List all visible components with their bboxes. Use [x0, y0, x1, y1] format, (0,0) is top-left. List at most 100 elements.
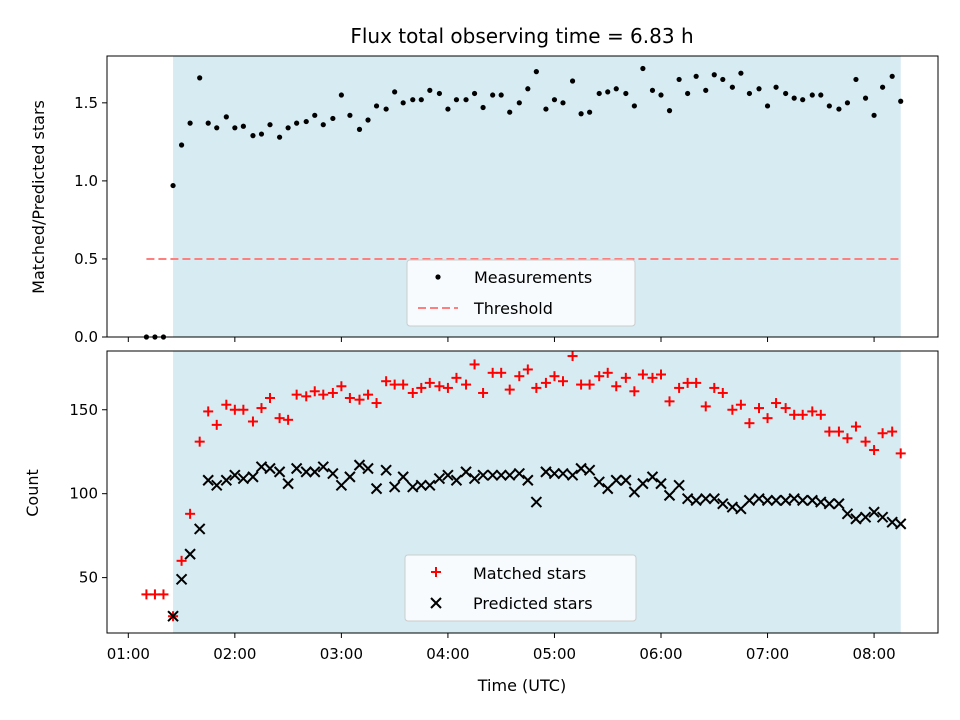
measurements-point	[178, 142, 185, 148]
matched-stars-point	[754, 403, 765, 414]
measurements-point	[285, 125, 291, 131]
top-y-tick-label: 1.5	[74, 94, 98, 112]
bottom-y-tick-label: 150	[69, 401, 98, 419]
measurements-point	[525, 86, 531, 92]
bottom-y-tick-label: 100	[69, 485, 98, 503]
measurements-point	[800, 97, 806, 103]
matched-stars-point	[629, 386, 640, 397]
matched-stars-point	[540, 377, 551, 388]
matched-stars-point	[256, 403, 267, 414]
predicted-stars-point	[575, 462, 587, 475]
measurements-point	[427, 87, 433, 93]
bottom-x-tick-label: 06:00	[639, 645, 682, 663]
measurements-point	[791, 95, 797, 101]
measurements-point	[356, 126, 363, 132]
matched-stars-point	[238, 404, 249, 415]
predicted-stars-point	[486, 469, 499, 481]
predicted-stars-point	[610, 474, 622, 486]
measurements-point	[463, 97, 469, 103]
predicted-stars-point	[673, 479, 685, 491]
measurements-point	[605, 89, 611, 95]
matched-stars-point	[700, 401, 711, 412]
matched-stars-point	[584, 379, 595, 390]
legend-measurements-marker	[435, 274, 441, 280]
predicted-stars-point	[282, 477, 294, 490]
measurements-point	[294, 120, 300, 126]
predicted-stars-point	[726, 501, 739, 513]
measurements-point	[267, 122, 273, 128]
predicted-stars-point	[442, 469, 454, 481]
matched-stars-point	[647, 372, 658, 383]
predicted-stars-point	[690, 494, 702, 507]
matched-stars-point	[185, 508, 196, 519]
measurements-point	[453, 97, 460, 103]
matched-stars-point	[833, 426, 844, 437]
predicted-stars-point	[823, 498, 836, 510]
matched-stars-point	[336, 381, 347, 392]
measurements-point	[898, 98, 904, 104]
predicted-stars-point	[211, 479, 223, 491]
matched-stars-point	[416, 382, 427, 393]
predicted-stars-point	[646, 471, 659, 483]
predicted-stars-point	[735, 503, 747, 515]
measurements-point	[631, 103, 637, 109]
predicted-stars-point	[380, 464, 392, 476]
measurements-point	[303, 118, 309, 125]
measurements-point	[436, 90, 442, 97]
matched-stars-point	[247, 416, 258, 427]
matched-stars-point	[850, 421, 861, 432]
predicted-stars-point	[620, 474, 632, 486]
matched-stars-point	[265, 393, 276, 403]
predicted-stars-point	[397, 471, 409, 483]
legend-threshold-label: Threshold	[473, 299, 553, 318]
predicted-stars-point	[344, 471, 356, 483]
measurements-point	[880, 84, 886, 90]
matched-stars-point	[478, 387, 489, 398]
measurements-point	[498, 92, 504, 98]
predicted-stars-point	[788, 493, 800, 505]
legend-matched-label: Matched stars	[473, 564, 586, 583]
matched-stars-point	[549, 371, 560, 382]
predicted-stars-point	[353, 459, 366, 471]
matched-stars-point	[327, 387, 338, 398]
measurements-point	[729, 84, 735, 90]
predicted-stars-point	[300, 466, 312, 478]
predicted-stars-point	[513, 467, 526, 480]
top-y-tick-label: 1.0	[74, 172, 98, 190]
matched-stars-point	[211, 419, 222, 430]
predicted-stars-point	[450, 474, 463, 486]
legend-predicted-label: Predicted stars	[473, 594, 593, 613]
predicted-stars-point	[770, 494, 782, 507]
bottom-legend: Matched stars Predicted stars	[404, 554, 637, 622]
measurements-point	[516, 100, 522, 106]
matched-stars-point	[487, 367, 498, 378]
matched-stars-point	[602, 367, 613, 378]
matched-stars-point	[398, 379, 409, 390]
measurements-point	[836, 106, 842, 112]
measurements-point	[383, 106, 389, 112]
matched-stars-point	[354, 394, 365, 405]
matched-stars-point	[344, 393, 355, 403]
matched-stars-point	[514, 371, 525, 382]
predicted-stars-point	[317, 461, 329, 473]
matched-stars-point	[407, 387, 418, 398]
measurements-point	[889, 73, 895, 79]
predicted-stars-point	[504, 469, 516, 481]
predicted-stars-point	[202, 474, 214, 486]
measurements-point	[711, 72, 717, 78]
matched-stars-point	[762, 413, 773, 424]
measurements-point	[338, 92, 344, 98]
matched-stars-point	[780, 403, 791, 414]
measurements-point	[400, 100, 406, 106]
measurements-point	[773, 84, 779, 90]
predicted-stars-point	[779, 494, 792, 507]
measurements-point	[685, 90, 691, 97]
predicted-stars-point	[522, 474, 534, 486]
predicted-stars-point	[628, 486, 641, 498]
matched-stars-point	[842, 433, 853, 444]
predicted-stars-point	[264, 462, 276, 475]
predicted-stars-point	[424, 479, 436, 491]
legend-predicted-marker	[430, 597, 442, 609]
predicted-stars-point	[717, 498, 729, 510]
predicted-stars-point	[167, 610, 179, 622]
